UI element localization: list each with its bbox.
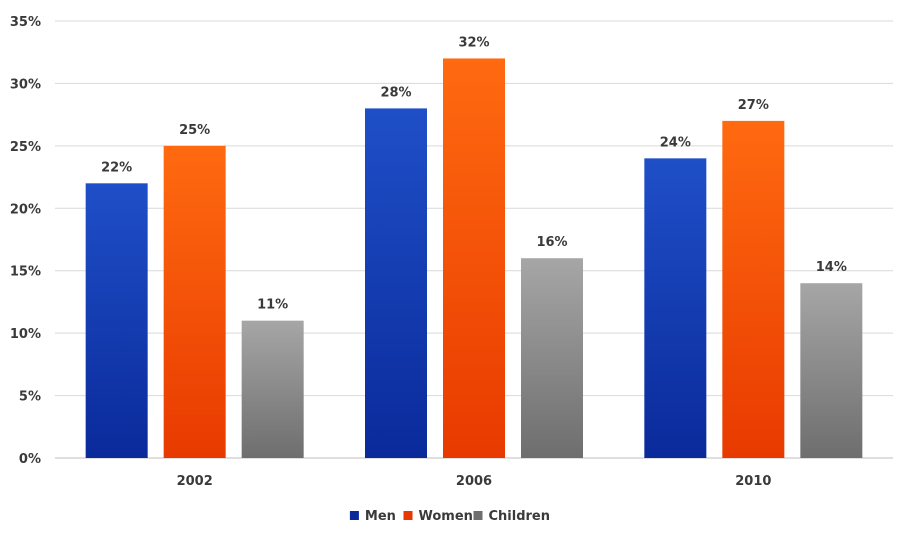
bars xyxy=(85,58,863,459)
legend-item-women: Women xyxy=(403,509,473,524)
bar-children-2006 xyxy=(521,258,583,458)
data-label: 11% xyxy=(257,298,288,313)
legend-swatch xyxy=(473,511,483,520)
bar-children-2002 xyxy=(241,320,304,458)
data-label: 22% xyxy=(101,160,132,175)
y-axis-tick-labels: 0% 5% 10% 15% 20% 25% 30% 35% xyxy=(10,15,41,467)
legend: Men Women Children xyxy=(349,509,551,524)
legend-label: Men xyxy=(365,509,396,524)
x-axis-tick-labels: 2002 2006 2010 xyxy=(177,474,772,489)
data-label: 24% xyxy=(660,135,691,150)
y-tick-label: 10% xyxy=(10,327,41,342)
y-tick-label: 25% xyxy=(10,140,41,155)
bar-men-2002 xyxy=(85,183,148,459)
y-tick-label: 20% xyxy=(10,202,41,217)
data-label: 16% xyxy=(536,235,567,250)
y-tick-label: 5% xyxy=(19,390,41,405)
x-tick-label: 2002 xyxy=(177,474,213,489)
legend-label: Women xyxy=(419,509,473,524)
data-label: 25% xyxy=(179,123,210,138)
data-labels: 22% 25% 11% 28% 32% 16% 24% 27% 14% xyxy=(101,35,847,312)
data-label: 32% xyxy=(458,35,489,50)
y-tick-label: 15% xyxy=(10,265,41,280)
data-label: 27% xyxy=(738,98,769,113)
bar-women-2002 xyxy=(163,145,226,458)
x-tick-label: 2010 xyxy=(735,474,771,489)
bar-women-2010 xyxy=(722,120,785,458)
data-label: 28% xyxy=(380,85,411,100)
legend-swatch xyxy=(403,511,413,520)
data-label: 14% xyxy=(816,260,847,275)
legend-item-men: Men xyxy=(349,509,396,524)
bar-children-2010 xyxy=(800,283,863,458)
legend-label: Children xyxy=(489,509,551,524)
y-tick-label: 35% xyxy=(10,15,41,30)
legend-item-children: Children xyxy=(473,509,551,524)
legend-swatch xyxy=(349,511,359,520)
bar-women-2006 xyxy=(443,58,505,458)
bar-men-2010 xyxy=(644,158,707,459)
bar-men-2006 xyxy=(365,108,427,459)
y-tick-label: 30% xyxy=(10,77,41,92)
x-tick-label: 2006 xyxy=(456,474,492,489)
y-tick-label: 0% xyxy=(19,452,41,467)
